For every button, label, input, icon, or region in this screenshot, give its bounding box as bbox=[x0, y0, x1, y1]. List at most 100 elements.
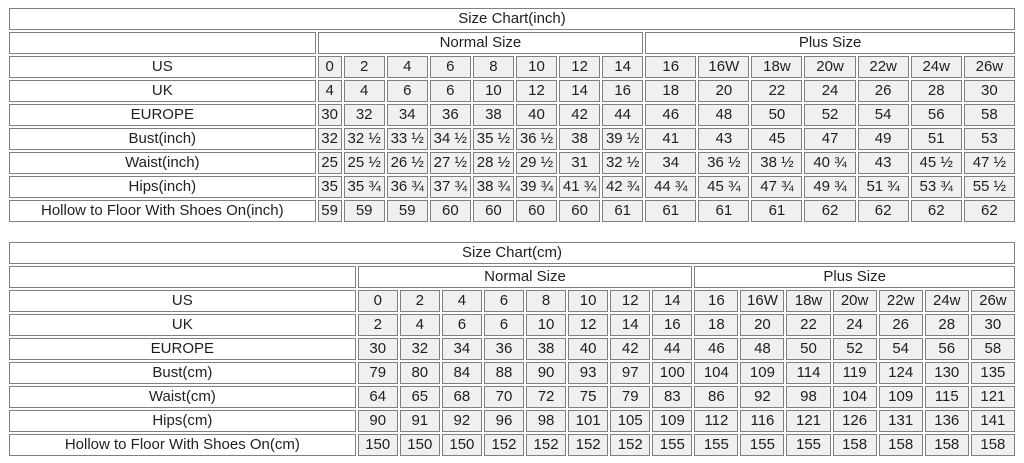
size-cell: 36 bbox=[483, 338, 525, 360]
size-cell: 152 bbox=[483, 434, 525, 456]
row-label: UK bbox=[9, 80, 316, 102]
row-label: Bust(inch) bbox=[9, 128, 316, 150]
size-cell: 136 bbox=[924, 410, 969, 432]
size-cell: 25 bbox=[317, 152, 342, 174]
size-cell: 141 bbox=[970, 410, 1015, 432]
size-cell: 61 bbox=[698, 200, 750, 222]
size-cell: 60 bbox=[472, 200, 514, 222]
size-cell: 97 bbox=[610, 362, 651, 384]
size-cell: 83 bbox=[652, 386, 693, 408]
row-label: Hollow to Floor With Shoes On(cm) bbox=[9, 434, 356, 456]
size-cell: 101 bbox=[568, 410, 609, 432]
size-cell: 48 bbox=[740, 338, 785, 360]
size-cell: 62 bbox=[963, 200, 1015, 222]
size-cell: 12 bbox=[559, 56, 601, 78]
size-cell: 42 ¾ bbox=[602, 176, 644, 198]
size-cell: 42 bbox=[559, 104, 601, 126]
size-cell: 20w bbox=[832, 290, 877, 312]
size-cell: 61 bbox=[602, 200, 644, 222]
size-cell: 4 bbox=[399, 314, 440, 336]
size-cell: 10 bbox=[568, 290, 609, 312]
table-title: Size Chart(inch) bbox=[9, 8, 1015, 30]
size-cell: 20w bbox=[804, 56, 856, 78]
size-cell: 68 bbox=[441, 386, 482, 408]
size-cell: 53 bbox=[963, 128, 1015, 150]
size-cell: 44 ¾ bbox=[645, 176, 697, 198]
size-cell: 34 ½ bbox=[429, 128, 471, 150]
size-cell: 24w bbox=[924, 290, 969, 312]
table-body: US 0 2 4 6 8 10 12 14 16 16W 18w 20w 22w 24w 26w UK 4 4 6 6 1… bbox=[9, 56, 1015, 222]
size-cell: 36 ½ bbox=[515, 128, 558, 150]
size-cell: 4 bbox=[386, 56, 428, 78]
size-cell: 8 bbox=[526, 290, 567, 312]
size-cell: 75 bbox=[568, 386, 609, 408]
size-cell: 34 bbox=[645, 152, 697, 174]
size-cell: 53 ¾ bbox=[910, 176, 962, 198]
table-row: Bust(cm) 79 80 84 88 90 93 97 100 104 109 114 119 124… bbox=[9, 362, 1015, 384]
size-cell: 79 bbox=[610, 386, 651, 408]
size-cell: 16 bbox=[694, 290, 739, 312]
group-header-row: Normal Size Plus Size bbox=[9, 32, 1015, 54]
size-cell: 46 bbox=[694, 338, 739, 360]
size-cell: 40 ¾ bbox=[804, 152, 856, 174]
row-label: Hollow to Floor With Shoes On(inch) bbox=[9, 200, 316, 222]
size-cell: 39 ½ bbox=[602, 128, 644, 150]
size-cell: 41 ¾ bbox=[559, 176, 601, 198]
size-cell: 4 bbox=[441, 290, 482, 312]
size-cell: 18 bbox=[645, 80, 697, 102]
size-cell: 6 bbox=[429, 56, 471, 78]
size-cell: 45 ¾ bbox=[698, 176, 750, 198]
size-cell: 90 bbox=[357, 410, 398, 432]
size-cell: 37 ¾ bbox=[429, 176, 471, 198]
size-cell: 22 bbox=[751, 80, 803, 102]
size-cell: 10 bbox=[472, 80, 514, 102]
size-cell: 49 ¾ bbox=[804, 176, 856, 198]
group-header-row: Normal Size Plus Size bbox=[9, 266, 1015, 288]
size-cell: 100 bbox=[652, 362, 693, 384]
size-cell: 30 bbox=[317, 104, 342, 126]
table-row: UK 2 4 6 6 10 12 14 16 18 20 22 24 26 28 30 bbox=[9, 314, 1015, 336]
size-cell: 126 bbox=[832, 410, 877, 432]
size-cell: 36 ½ bbox=[698, 152, 750, 174]
size-cell: 158 bbox=[970, 434, 1015, 456]
size-cell: 61 bbox=[751, 200, 803, 222]
size-cell: 114 bbox=[786, 362, 831, 384]
size-cell: 48 bbox=[698, 104, 750, 126]
size-cell: 52 bbox=[832, 338, 877, 360]
size-cell: 38 ½ bbox=[751, 152, 803, 174]
size-cell: 40 bbox=[568, 338, 609, 360]
size-cell: 60 bbox=[429, 200, 471, 222]
size-cell: 45 ½ bbox=[910, 152, 962, 174]
size-cell: 25 ½ bbox=[343, 152, 385, 174]
table-title: Size Chart(cm) bbox=[9, 242, 1015, 264]
size-cell: 60 bbox=[559, 200, 601, 222]
size-cell: 22w bbox=[857, 56, 909, 78]
size-cell: 38 bbox=[526, 338, 567, 360]
size-cell: 36 ¾ bbox=[386, 176, 428, 198]
corner-cell bbox=[9, 32, 316, 54]
table-body: US 0 2 4 6 8 10 12 14 16 16W 18w 20w 22w 24w 26w UK 2 4 6 6 1… bbox=[9, 290, 1015, 456]
size-cell: 121 bbox=[970, 386, 1015, 408]
size-cell: 59 bbox=[343, 200, 385, 222]
size-cell: 33 ½ bbox=[386, 128, 428, 150]
table-row: Bust(inch) 32 32 ½ 33 ½ 34 ½ 35 ½ 36 ½ 38 39 ½ 41… bbox=[9, 128, 1015, 150]
size-cell: 56 bbox=[910, 104, 962, 126]
table-row: Hollow to Floor With Shoes On(cm) 150 150 1… bbox=[9, 434, 1015, 456]
size-cell: 4 bbox=[343, 80, 385, 102]
size-cell: 91 bbox=[399, 410, 440, 432]
size-cell: 70 bbox=[483, 386, 525, 408]
size-cell: 14 bbox=[652, 290, 693, 312]
size-cell: 12 bbox=[568, 314, 609, 336]
size-cell: 39 ¾ bbox=[515, 176, 558, 198]
size-cell: 155 bbox=[786, 434, 831, 456]
size-cell: 98 bbox=[786, 386, 831, 408]
size-cell: 16W bbox=[698, 56, 750, 78]
size-cell: 44 bbox=[602, 104, 644, 126]
size-cell: 93 bbox=[568, 362, 609, 384]
table-row: Hips(inch) 35 35 ¾ 36 ¾ 37 ¾ 38 ¾ 39 ¾ 41 ¾ 42 ¾… bbox=[9, 176, 1015, 198]
row-label: Hips(cm) bbox=[9, 410, 356, 432]
size-cell: 155 bbox=[652, 434, 693, 456]
size-cell: 158 bbox=[924, 434, 969, 456]
size-cell: 0 bbox=[357, 290, 398, 312]
